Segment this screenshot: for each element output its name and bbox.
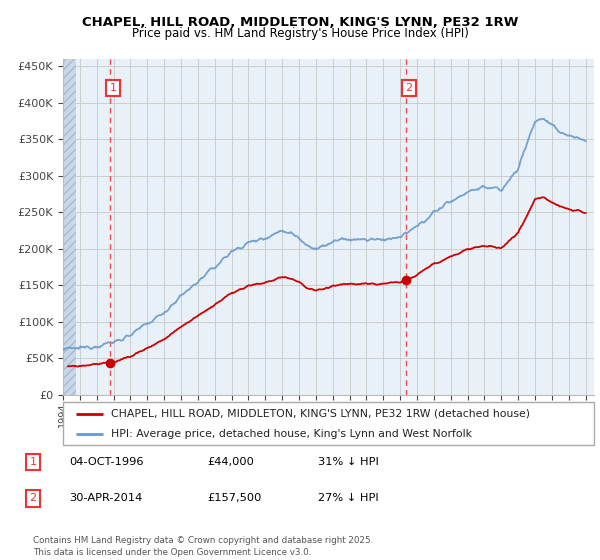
Text: Contains HM Land Registry data © Crown copyright and database right 2025.
This d: Contains HM Land Registry data © Crown c… — [33, 536, 373, 557]
Text: 2: 2 — [406, 83, 413, 93]
Text: 2: 2 — [29, 493, 37, 503]
Text: 1: 1 — [29, 457, 37, 467]
Text: 27% ↓ HPI: 27% ↓ HPI — [318, 493, 379, 503]
Text: 30-APR-2014: 30-APR-2014 — [69, 493, 142, 503]
Text: CHAPEL, HILL ROAD, MIDDLETON, KING'S LYNN, PE32 1RW: CHAPEL, HILL ROAD, MIDDLETON, KING'S LYN… — [82, 16, 518, 29]
Bar — [63, 59, 76, 395]
Text: HPI: Average price, detached house, King's Lynn and West Norfolk: HPI: Average price, detached house, King… — [111, 430, 472, 439]
Text: 1: 1 — [109, 83, 116, 93]
Text: £157,500: £157,500 — [207, 493, 262, 503]
Text: £44,000: £44,000 — [207, 457, 254, 467]
FancyBboxPatch shape — [63, 402, 594, 445]
Text: Price paid vs. HM Land Registry's House Price Index (HPI): Price paid vs. HM Land Registry's House … — [131, 27, 469, 40]
Text: CHAPEL, HILL ROAD, MIDDLETON, KING'S LYNN, PE32 1RW (detached house): CHAPEL, HILL ROAD, MIDDLETON, KING'S LYN… — [111, 409, 530, 419]
Text: 31% ↓ HPI: 31% ↓ HPI — [318, 457, 379, 467]
Text: 04-OCT-1996: 04-OCT-1996 — [69, 457, 143, 467]
